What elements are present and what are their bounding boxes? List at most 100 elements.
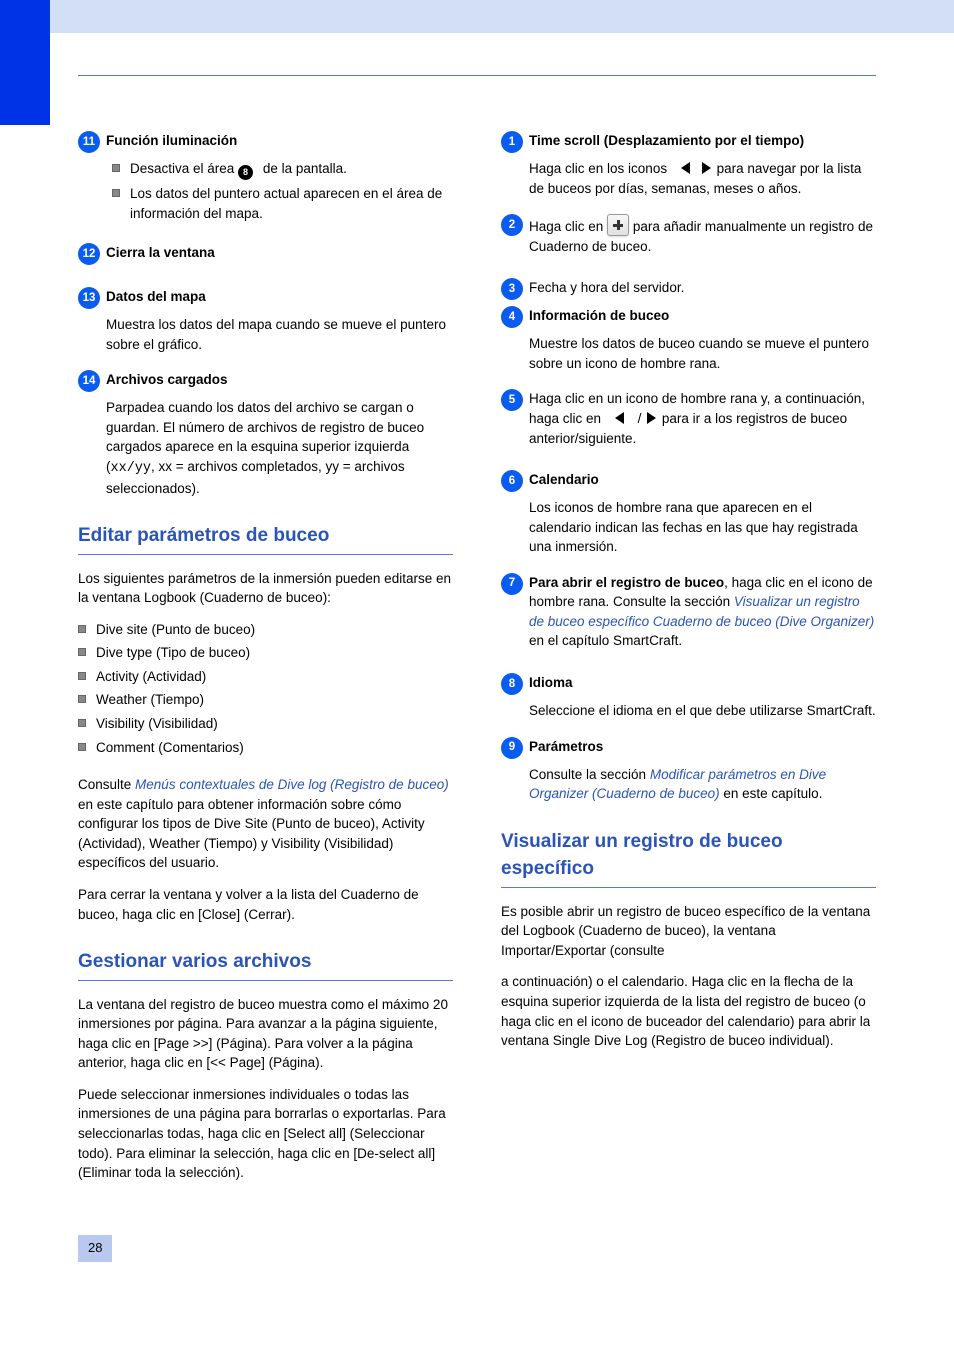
- intro-paragraph: Los siguientes parámetros de la inmersió…: [78, 569, 453, 608]
- item-body: Consulte la sección Modificar parámetros…: [529, 765, 876, 804]
- body-text: Haga clic en los iconos: [529, 161, 671, 176]
- callout-9: 9 Parámetros: [501, 737, 876, 759]
- callout-7: 7 Para abrir el registro de buceo, haga …: [501, 573, 876, 651]
- callout-5: 5 Haga clic en un icono de hombre rana y…: [501, 389, 876, 448]
- param-label: Weather (Tiempo): [96, 690, 204, 710]
- mono-text: xx/yy: [111, 461, 152, 476]
- callout-4: 4 Información de buceo: [501, 306, 876, 328]
- param-label: Dive type (Tipo de buceo): [96, 643, 250, 663]
- item-title: Para abrir el registro de buceo: [529, 575, 724, 590]
- item-body: Muestre los datos de buceo cuando se mue…: [529, 334, 876, 373]
- square-bullet-icon: [112, 164, 120, 172]
- item-title: Función iluminación: [106, 131, 237, 151]
- item-body: Muestra los datos del mapa cuando se mue…: [106, 315, 453, 354]
- view-specific-para-1: Es posible abrir un registro de buceo es…: [501, 902, 876, 961]
- left-column: 11 Función iluminación Desactiva el área…: [78, 131, 453, 1195]
- item-title: Datos del mapa: [106, 289, 206, 304]
- num-badge-7: 7: [501, 573, 523, 595]
- num-badge-13: 13: [78, 287, 100, 309]
- param-label: Activity (Actividad): [96, 667, 206, 687]
- param-bullet: Comment (Comentarios): [78, 738, 453, 758]
- item-body: Haga clic en los iconos para navegar por…: [529, 159, 876, 198]
- view-specific-para-2: a continuación) o el calendario. Haga cl…: [501, 972, 876, 1050]
- bullet-text: Desactiva el área: [130, 161, 238, 176]
- body-text: en este capítulo.: [723, 786, 822, 801]
- closing-paragraph: Para cerrar la ventana y volver a la lis…: [78, 885, 453, 924]
- item-title: Calendario: [529, 472, 599, 487]
- body-text: Consulte la sección: [529, 767, 650, 782]
- callout-6: 6 Calendario: [501, 470, 876, 492]
- item-title: Parámetros: [529, 739, 603, 754]
- bullet-text: de la pantalla.: [263, 161, 347, 176]
- square-bullet-icon: [78, 719, 86, 727]
- num-badge-3: 3: [501, 278, 523, 300]
- callout-13: 13 Datos del mapa: [78, 287, 453, 309]
- section-heading-manage-files: Gestionar varios archivos: [78, 948, 453, 981]
- item-title: Archivos cargados: [106, 372, 228, 387]
- section-heading-edit-params: Editar parámetros de buceo: [78, 522, 453, 555]
- num-badge-11: 11: [78, 131, 100, 153]
- body-text: , xx = archivos completados, yy = archiv…: [106, 459, 405, 496]
- param-label: Comment (Comentarios): [96, 738, 244, 758]
- section-heading-view-specific: Visualizar un registro de buceo específi…: [501, 828, 876, 888]
- manage-files-para-2: Puede seleccionar inmersiones individual…: [78, 1085, 453, 1183]
- square-bullet-icon: [112, 189, 120, 197]
- num-badge-5: 5: [501, 389, 523, 411]
- square-bullet-icon: [78, 625, 86, 633]
- triangle-left-icon: [681, 162, 690, 174]
- bullet-text: Los datos del puntero actual aparecen en…: [130, 184, 453, 223]
- crossref-link[interactable]: Menús contextuales de Dive log (Registro…: [135, 777, 449, 792]
- callout-12: 12 Cierra la ventana: [78, 243, 453, 265]
- inline-ref-8: 8: [238, 165, 253, 180]
- callout-11: 11 Función iluminación: [78, 131, 453, 153]
- callout-2: 2 Haga clic en para añadir manualmente u…: [501, 214, 876, 256]
- param-bullet: Activity (Actividad): [78, 667, 453, 687]
- callout-1: 1 Time scroll (Desplazamiento por el tie…: [501, 131, 876, 153]
- body-text: en el capítulo SmartCraft.: [529, 633, 682, 648]
- item-title: Time scroll (Desplazamiento por el tiemp…: [529, 133, 804, 148]
- param-label: Visibility (Visibilidad): [96, 714, 218, 734]
- seealso-post: en este capítulo para obtener informació…: [78, 797, 425, 871]
- callout-8: 8 Idioma: [501, 673, 876, 695]
- top-rule: [78, 75, 876, 76]
- square-bullet-icon: [78, 672, 86, 680]
- manage-files-para-1: La ventana del registro de buceo muestra…: [78, 995, 453, 1073]
- square-bullet-icon: [78, 695, 86, 703]
- num-badge-2: 2: [501, 214, 523, 236]
- seealso-pre: Consulte: [78, 777, 135, 792]
- plus-icon: [607, 214, 629, 236]
- param-bullet: Visibility (Visibilidad): [78, 714, 453, 734]
- footer: 28: [0, 1235, 954, 1262]
- num-badge-1: 1: [501, 131, 523, 153]
- triangle-right-icon: [702, 162, 711, 174]
- num-badge-4: 4: [501, 306, 523, 328]
- param-bullet: Weather (Tiempo): [78, 690, 453, 710]
- num-badge-12: 12: [78, 243, 100, 265]
- crossref-link[interactable]: Cuaderno de buceo (Dive Organizer): [653, 614, 874, 629]
- param-label: Dive site (Punto de buceo): [96, 620, 255, 640]
- square-bullet-icon: [78, 648, 86, 656]
- page-number: 28: [78, 1235, 112, 1262]
- num-badge-8: 8: [501, 673, 523, 695]
- num-badge-6: 6: [501, 470, 523, 492]
- item-title: Información de buceo: [529, 308, 669, 323]
- triangle-right-icon: [647, 412, 656, 424]
- item-body: Parpadea cuando los datos del archivo se…: [106, 398, 453, 498]
- param-bullet: Dive type (Tipo de buceo): [78, 643, 453, 663]
- sub-bullet: Desactiva el área 8 de la pantalla.: [112, 159, 453, 180]
- item-title: Idioma: [529, 675, 573, 690]
- body-text: /: [634, 411, 645, 426]
- see-also-paragraph: Consulte Menús contextuales de Dive log …: [78, 775, 453, 873]
- right-column: 1 Time scroll (Desplazamiento por el tie…: [501, 131, 876, 1195]
- param-bullet: Dive site (Punto de buceo): [78, 620, 453, 640]
- square-bullet-icon: [78, 743, 86, 751]
- num-badge-14: 14: [78, 370, 100, 392]
- header-bar: [0, 0, 954, 33]
- sub-bullet: Los datos del puntero actual aparecen en…: [112, 184, 453, 223]
- callout-3: 3 Fecha y hora del servidor.: [501, 278, 876, 300]
- callout-14: 14 Archivos cargados: [78, 370, 453, 392]
- triangle-left-icon: [615, 412, 624, 424]
- item-body: Seleccione el idioma en el que debe util…: [529, 701, 876, 721]
- num-badge-9: 9: [501, 737, 523, 759]
- body-text: Haga clic en: [529, 219, 607, 234]
